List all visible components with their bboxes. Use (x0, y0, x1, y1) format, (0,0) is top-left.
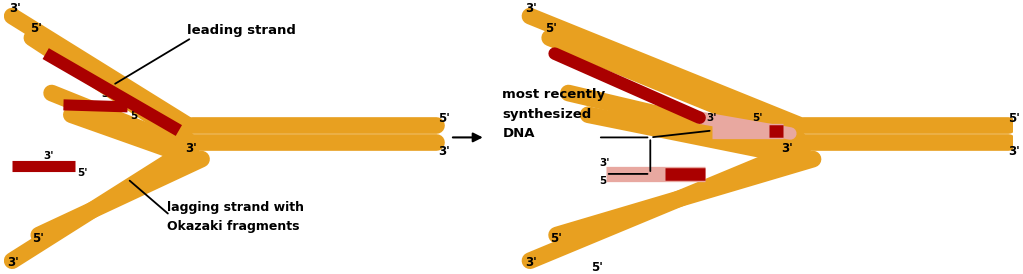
Text: 3': 3' (185, 142, 196, 155)
Text: 3': 3' (438, 145, 450, 158)
Text: 5': 5' (438, 112, 450, 125)
Text: synthesized: synthesized (502, 108, 591, 121)
Text: lagging strand with: lagging strand with (167, 201, 304, 214)
Text: Okazaki fragments: Okazaki fragments (167, 220, 300, 233)
Text: 5': 5' (131, 111, 141, 121)
Text: 3': 3' (101, 89, 112, 99)
Text: 5': 5' (549, 232, 562, 245)
Text: 3': 3' (1009, 145, 1020, 158)
Text: 3': 3' (525, 2, 537, 15)
Text: 5': 5' (752, 113, 762, 123)
Text: 5': 5' (78, 168, 88, 178)
Text: most recently: most recently (502, 88, 606, 101)
Text: 5': 5' (1009, 112, 1020, 125)
Text: 3': 3' (9, 2, 20, 15)
Text: 3': 3' (7, 256, 19, 269)
Text: 3': 3' (707, 113, 717, 123)
Text: 3': 3' (44, 151, 54, 161)
Text: 5': 5' (545, 22, 557, 35)
Text: 5': 5' (32, 232, 44, 245)
Text: 3': 3' (599, 158, 610, 168)
Text: 5': 5' (30, 22, 42, 35)
Text: 3': 3' (525, 256, 537, 269)
Text: DNA: DNA (502, 127, 535, 140)
Text: 3': 3' (782, 142, 793, 155)
Text: 5': 5' (591, 261, 603, 273)
Text: leading strand: leading strand (187, 24, 296, 37)
Text: 5': 5' (599, 176, 610, 186)
